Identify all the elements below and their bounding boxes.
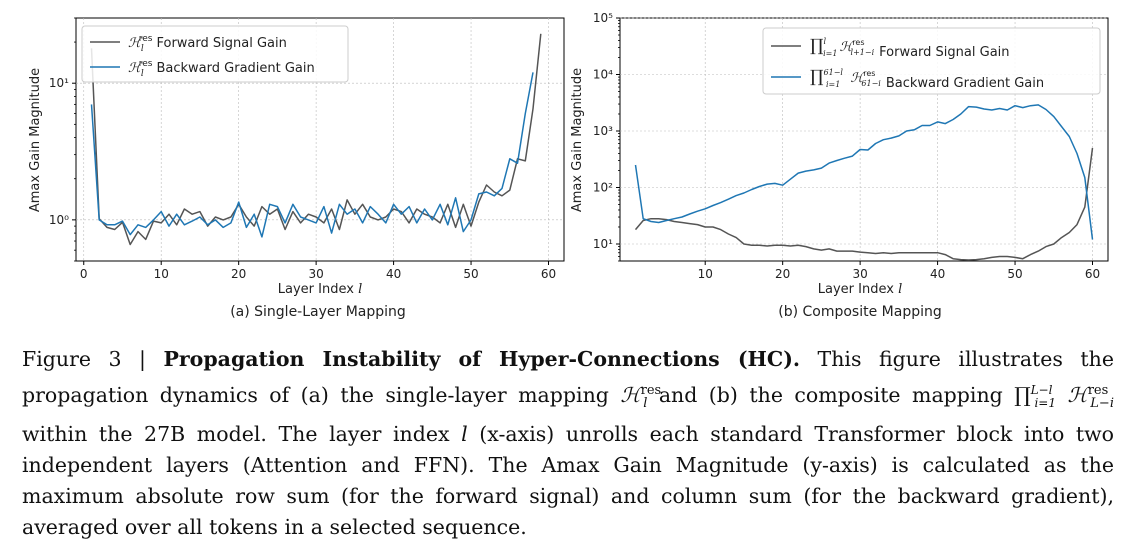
caption-label: Figure 3 | <box>22 347 164 371</box>
x-tick-label: 0 <box>80 267 88 281</box>
y-tick-label: 10² <box>593 180 613 194</box>
panel-b-legend: ∏l i=1 ℋres l+1−i Forward Signal Gain ∏61−l i… <box>762 27 1101 95</box>
x-tick-label: 10 <box>698 267 713 281</box>
panel-a-legend-backward: Backward Gradient Gain <box>156 61 314 76</box>
x-tick-label: 20 <box>775 267 790 281</box>
series-line <box>634 104 1094 240</box>
panel-a-xlabel: Layer Index l <box>278 282 362 297</box>
x-tick-label: 60 <box>541 267 556 281</box>
panel-a-legend-forward: Forward Signal Gain <box>156 36 286 51</box>
panel-b-ticks: 10 20 30 40 50 60 10¹ 10² 10³ 10⁴ 10⁵ <box>593 11 1100 281</box>
x-tick-label: 40 <box>386 267 401 281</box>
caption-math-prod: ∏L−li=1 ℋresL−i <box>1014 382 1114 411</box>
series-line <box>90 72 534 238</box>
y-tick-label: 10⁰ <box>49 213 69 227</box>
panel-b-legend-forward: Forward Signal Gain <box>879 45 1009 60</box>
x-tick-label: 50 <box>463 267 478 281</box>
caption-text-4: (x-axis) unrolls each standard Transform… <box>22 421 1115 539</box>
y-tick-label: 10¹ <box>593 237 613 251</box>
series-line <box>634 147 1094 261</box>
y-tick-label: 10⁴ <box>593 67 613 81</box>
panel-a-caption: (a) Single-Layer Mapping <box>230 304 406 320</box>
panel-b-caption: (b) Composite Mapping <box>778 304 942 320</box>
panel-a-ylabel: Amax Gain Magnitude <box>28 68 43 212</box>
caption-text-2: and (b) the composite mapping <box>647 382 1015 407</box>
x-tick-label: 60 <box>1085 267 1100 281</box>
x-tick-label: 50 <box>1007 267 1022 281</box>
x-tick-label: 30 <box>308 267 323 281</box>
figure-caption: Figure 3 | Propagation Instability of Hy… <box>22 344 1114 543</box>
panel-b-series <box>634 104 1094 261</box>
x-tick-label: 10 <box>154 267 169 281</box>
y-tick-label: 10¹ <box>49 76 69 90</box>
caption-text-3: within the 27B model. The layer index <box>22 421 462 446</box>
panel-a-ticks: 0 10 20 30 40 50 60 10⁰ 10¹ <box>49 17 556 281</box>
x-tick-label: 30 <box>852 267 867 281</box>
panel-a-legend: ℋlres Forward Signal Gain ℋlres Backward G… <box>81 25 349 83</box>
y-tick-label: 10³ <box>593 124 613 138</box>
panel-b-ylabel: Amax Gain Magnitude <box>570 68 585 212</box>
series-line <box>90 33 542 246</box>
caption-math-l: l <box>461 421 468 446</box>
x-tick-label: 20 <box>231 267 246 281</box>
x-tick-label: 40 <box>930 267 945 281</box>
panel-b: 10 20 30 40 50 60 10¹ 10² 10³ 10⁴ 10⁵ Amax Gain Ma… <box>570 11 1109 320</box>
y-tick-label: 10⁵ <box>593 11 613 25</box>
panel-b-xlabel: Layer Index l <box>818 282 902 297</box>
panel-a-plot-area <box>75 17 565 262</box>
caption-math-h: ℋresl <box>620 382 662 411</box>
panel-a-series <box>90 33 542 246</box>
panel-b-legend-backward: Backward Gradient Gain <box>886 76 1044 91</box>
caption-title: Propagation Instability of Hyper-Connect… <box>163 347 801 371</box>
caption-text-1: This figure illustrates the propagation … <box>22 347 1114 407</box>
